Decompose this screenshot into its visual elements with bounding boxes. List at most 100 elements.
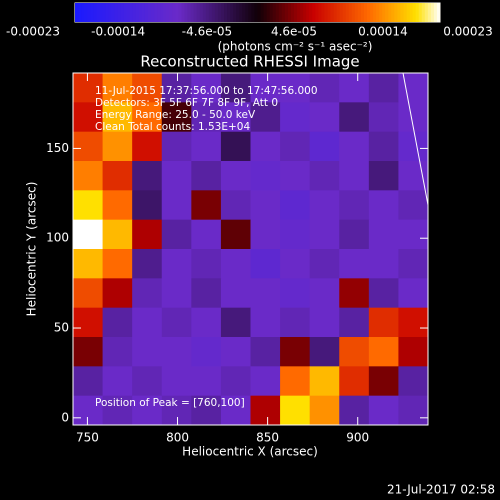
colorbar-swatch — [166, 3, 170, 22]
colorbar-swatch — [312, 3, 316, 22]
heatmap-cell — [132, 161, 163, 191]
colorbar-swatch — [345, 3, 350, 22]
heatmap-cell — [73, 337, 104, 367]
heatmap-cell — [280, 102, 311, 133]
heatmap-cell — [132, 337, 163, 367]
colorbar-swatch — [151, 3, 155, 22]
colorbar-swatch — [297, 3, 301, 22]
colorbar-swatch — [342, 3, 347, 22]
heatmap-cell — [250, 131, 281, 162]
colorbar-swatch — [236, 3, 240, 22]
colorbar-swatch — [367, 3, 371, 22]
colorbar-swatch — [275, 3, 280, 22]
chart-title: Reconstructed RHESSI Image — [140, 53, 359, 71]
colorbar-swatch — [391, 3, 395, 22]
colorbar-swatch — [272, 3, 277, 22]
heatmap-cell — [132, 131, 163, 162]
colorbar-swatch — [251, 3, 255, 22]
heatmap-cell — [309, 249, 340, 279]
heatmap-cell — [250, 190, 281, 221]
heatmap-cell — [309, 190, 340, 221]
colorbar-swatch — [214, 3, 219, 22]
colorbar-swatch — [436, 3, 441, 22]
heatmap-cell — [161, 307, 192, 338]
colorbar-tick-label: -0.00023 — [6, 25, 60, 39]
colorbar-swatch — [181, 3, 185, 22]
colorbar-swatch — [427, 3, 432, 22]
colorbar-swatch — [205, 3, 210, 22]
heatmap-cell — [309, 395, 340, 426]
colorbar-swatch — [373, 3, 377, 22]
heatmap-cell — [250, 219, 281, 250]
heatmap-cell — [161, 190, 192, 221]
heatmap-cell — [280, 219, 311, 250]
colorbar-swatch — [221, 3, 225, 22]
heatmap-cell — [280, 73, 311, 103]
heatmap-cell — [250, 337, 281, 367]
heatmap-cell — [220, 337, 251, 367]
colorbar-swatch — [75, 3, 79, 22]
colorbar-swatch — [406, 3, 410, 22]
heatmap-cell — [191, 131, 222, 162]
colorbar-swatch — [336, 3, 341, 22]
colorbar-swatch — [397, 3, 401, 22]
heatmap-cell — [309, 131, 340, 162]
heatmap-cell — [132, 219, 163, 250]
heatmap-cell — [220, 249, 251, 279]
heatmap-cell — [368, 395, 399, 426]
colorbar-swatch — [354, 3, 359, 22]
heatmap-cell — [191, 337, 222, 367]
heatmap-cell — [398, 366, 429, 397]
colorbar-swatch — [382, 3, 386, 22]
heatmap-cell — [368, 219, 399, 250]
heatmap-cell — [102, 161, 133, 191]
colorbar-swatch — [190, 3, 195, 22]
colorbar-swatch — [108, 3, 112, 22]
heatmap-cell — [220, 307, 251, 338]
heatmap-cell — [220, 366, 251, 397]
colorbar-swatch — [327, 3, 331, 22]
colorbar-swatch — [93, 3, 97, 22]
heatmap-cell — [191, 190, 222, 221]
colorbar-swatch — [357, 3, 362, 22]
colorbar-swatch — [144, 3, 149, 22]
colorbar-swatch — [78, 3, 82, 22]
heatmap-cell — [220, 395, 251, 426]
colorbar-swatch — [284, 3, 289, 22]
colorbar-swatch — [400, 3, 404, 22]
heatmap-cell — [398, 161, 429, 191]
colorbar-swatch — [184, 3, 188, 22]
heatmap-cell — [339, 161, 370, 191]
colorbar-swatch — [87, 3, 91, 22]
heatmap-cell — [161, 219, 192, 250]
heatmap-cell — [368, 190, 399, 221]
colorbar-swatch — [227, 3, 231, 22]
heatmap-cell — [132, 366, 163, 397]
heatmap-cell — [102, 366, 133, 397]
colorbar-swatch — [163, 3, 167, 22]
heatmap-cell — [73, 219, 104, 250]
colorbar-swatch — [306, 3, 310, 22]
heatmap-cell — [398, 337, 429, 367]
colorbar-swatch — [379, 3, 383, 22]
heatmap-cell — [250, 102, 281, 133]
heatmap-cell — [309, 219, 340, 250]
heatmap-cell — [73, 102, 104, 133]
heatmap-cell — [250, 395, 281, 426]
heatmap-cell — [102, 102, 133, 133]
colorbar-swatch — [129, 3, 134, 22]
colorbar-swatch — [266, 3, 271, 22]
heatmap-cell — [309, 161, 340, 191]
y-tick-label: 150 — [46, 141, 69, 155]
colorbar-tick-label: 4.6e-05 — [271, 25, 317, 39]
colorbar-swatch — [178, 3, 182, 22]
heatmap-cell — [309, 307, 340, 338]
heatmap-cell — [132, 307, 163, 338]
heatmap-cell — [191, 219, 222, 250]
heatmap-cell — [280, 161, 311, 191]
heatmap-cell — [339, 102, 370, 133]
colorbar-swatch — [287, 3, 292, 22]
colorbar-swatch — [300, 3, 304, 22]
colorbar-swatch — [281, 3, 286, 22]
